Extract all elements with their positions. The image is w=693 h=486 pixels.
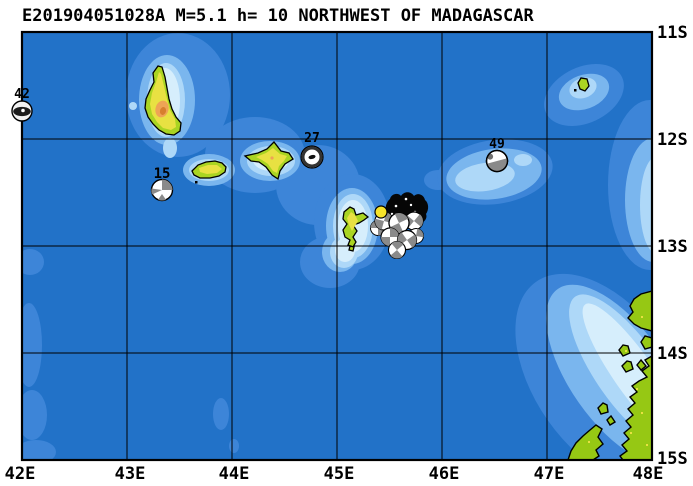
lon-label-46E: 46E	[429, 464, 460, 484]
highland-moheli	[199, 165, 222, 174]
graticule	[22, 32, 652, 460]
epicenter-marker	[374, 205, 388, 219]
speckle	[636, 388, 638, 390]
focal-mechanism-49	[485, 149, 509, 173]
latitude-axis: 11S 12S 13S 14S 15S	[657, 23, 688, 469]
lat-label-11S: 11S	[657, 23, 688, 43]
glint	[394, 204, 398, 208]
madagascar-mainland	[619, 355, 652, 460]
bathy-blob	[129, 102, 137, 110]
madagascar-peninsula	[567, 424, 604, 460]
speckle	[588, 441, 590, 443]
bathy-blob	[22, 249, 44, 275]
beachball-half	[486, 158, 508, 172]
map-frame	[20, 30, 654, 462]
bathy-blob	[640, 158, 652, 252]
peak-karthala-core	[159, 107, 167, 115]
madagascar-islet	[621, 360, 634, 373]
madagascar-north-cape	[627, 290, 652, 332]
lon-label-45E: 45E	[324, 464, 355, 484]
glint	[409, 203, 413, 207]
bathy-blob	[514, 154, 532, 166]
event-label-15: 15	[154, 166, 171, 182]
madagascar-islet	[618, 344, 631, 357]
madagascar-islet	[640, 335, 652, 350]
bathy-blob	[582, 303, 652, 445]
speckle	[630, 432, 632, 434]
speckle	[641, 412, 643, 414]
island-peaks	[155, 100, 274, 160]
bathy-blob	[229, 439, 239, 453]
longitude-axis: 42E 43E 44E 45E 46E 47E 48E	[5, 464, 664, 484]
beachball-eye	[21, 108, 25, 113]
madagascar-islet	[636, 358, 647, 371]
lat-label-12S: 12S	[657, 130, 688, 150]
beachball-quadrant	[162, 179, 173, 190]
beachball-wedge	[158, 194, 166, 201]
plot-title: E201904051028A M=5.1 h= 10 NORTHWEST OF …	[22, 6, 535, 26]
lat-label-15S: 15S	[657, 449, 688, 469]
island-glorioso	[577, 77, 590, 92]
focal-mechanism-27	[300, 145, 324, 169]
rock-dot-moheli	[195, 181, 198, 184]
focal-mechanism-15	[150, 178, 174, 202]
focal-mechanism-42	[11, 100, 33, 122]
speckle	[646, 444, 648, 446]
event-label-27: 27	[304, 131, 320, 146]
lon-label-43E: 43E	[115, 464, 146, 484]
bathy-blob	[22, 303, 42, 387]
madagascar-speckles	[588, 316, 648, 446]
lon-label-44E: 44E	[219, 464, 250, 484]
madagascar-islet	[606, 414, 616, 426]
event-label-42: 42	[14, 87, 30, 102]
beachball-center-bar	[308, 154, 316, 160]
lon-label-48E: 48E	[633, 464, 664, 484]
event-label-49: 49	[489, 137, 505, 152]
beachball-ring	[301, 146, 323, 168]
bathy-blob	[163, 138, 177, 158]
highland-mayotte	[347, 212, 358, 231]
speckle	[625, 350, 627, 352]
lat-label-13S: 13S	[657, 237, 688, 257]
madagascar-islet	[597, 402, 609, 415]
highland-anjouan	[256, 148, 287, 173]
focal-mechanism-cluster	[370, 192, 429, 263]
lat-label-14S: 14S	[657, 344, 688, 364]
beachball-wedge	[151, 188, 162, 195]
lon-label-47E: 47E	[534, 464, 565, 484]
speckle	[641, 316, 643, 318]
islet-mayotte-south	[348, 245, 355, 252]
bathy-blob	[22, 440, 56, 460]
madagascar-coast	[567, 290, 652, 460]
rock-dot-glorioso	[574, 89, 577, 92]
beachball-outline	[485, 149, 509, 173]
bathy-blob	[22, 390, 47, 440]
lon-label-42E: 42E	[5, 464, 36, 484]
glint	[404, 197, 408, 201]
peak-anjouan	[270, 156, 274, 160]
bathy-blob	[213, 398, 229, 430]
